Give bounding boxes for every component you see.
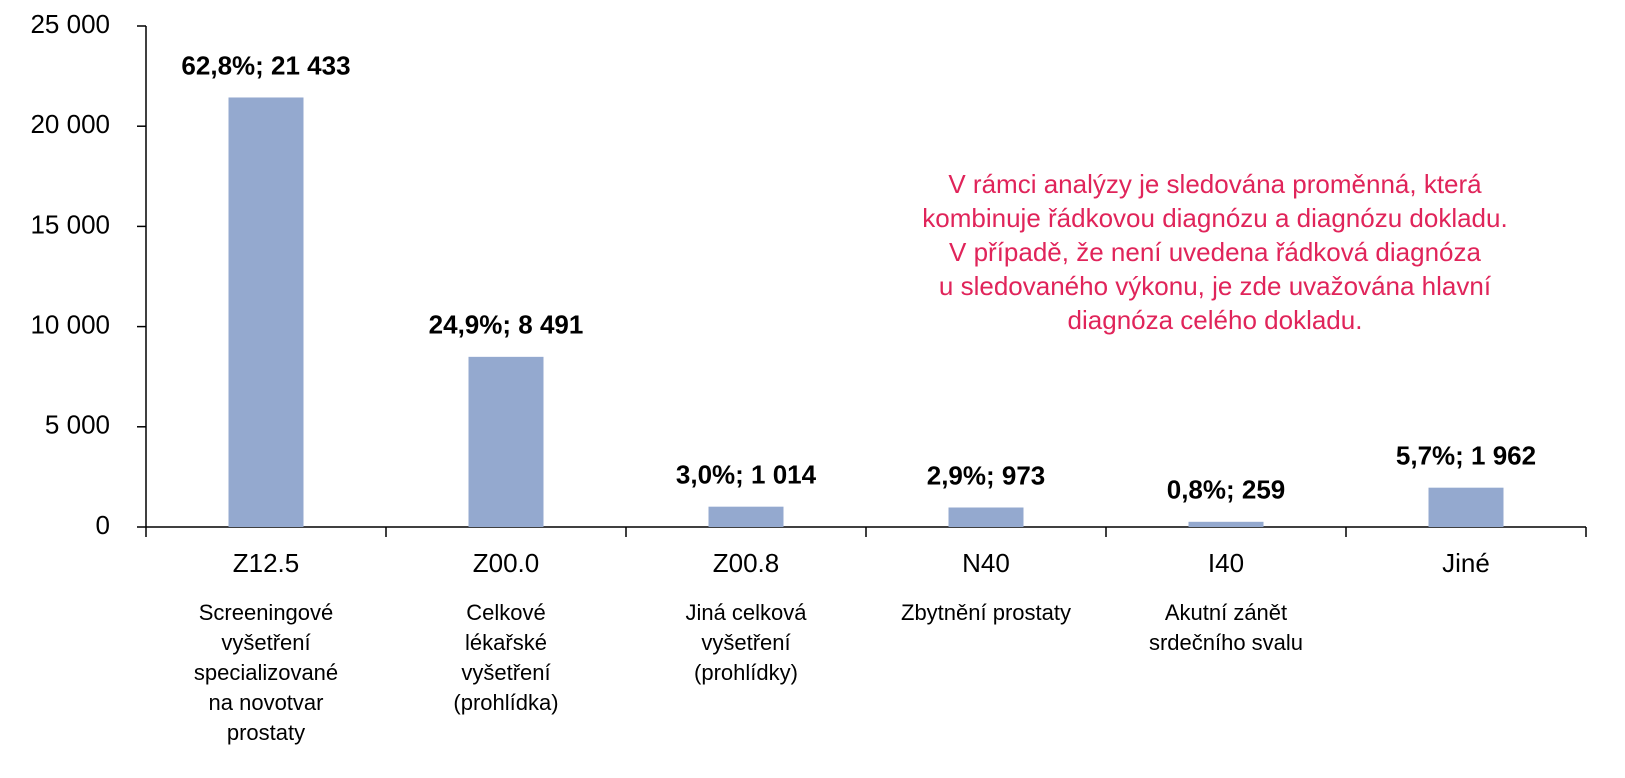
category-description: Screeningové <box>199 600 334 625</box>
annotation: V případě, že není uvedena řádková diagn… <box>949 237 1481 267</box>
annotation: kombinuje řádkovou diagnózu a diagnózu d… <box>922 203 1507 233</box>
x-tick-label: Z00.0 <box>473 548 540 578</box>
category-description: Zbytnění prostaty <box>901 600 1071 625</box>
annotation: V rámci analýzy je sledována proměnná, k… <box>948 169 1482 199</box>
category-description: vyšetření <box>221 630 310 655</box>
data-label: 0,8%; 259 <box>1167 475 1286 505</box>
x-tick-label: Z12.5 <box>233 548 300 578</box>
y-tick-label: 25 000 <box>30 9 110 39</box>
data-label: 24,9%; 8 491 <box>429 310 584 340</box>
bar <box>948 507 1024 527</box>
bar <box>228 97 304 528</box>
annotation: u sledovaného výkonu, je zde uvažována h… <box>939 271 1492 301</box>
category-description: na novotvar <box>209 690 324 715</box>
y-tick-label: 20 000 <box>30 109 110 139</box>
y-tick-label: 10 000 <box>30 309 110 339</box>
data-label: 3,0%; 1 014 <box>676 460 817 490</box>
category-description: vyšetření <box>461 660 550 685</box>
category-description: lékařské <box>465 630 547 655</box>
category-description: Celkové <box>466 600 545 625</box>
y-tick-label: 15 000 <box>30 209 110 239</box>
data-label: 62,8%; 21 433 <box>181 50 350 80</box>
category-description: Akutní zánět <box>1165 600 1287 625</box>
annotation: diagnóza celého dokladu. <box>1068 305 1363 335</box>
bar <box>1428 487 1504 527</box>
bar <box>1188 521 1264 527</box>
y-tick-label: 0 <box>96 510 110 540</box>
data-label: 5,7%; 1 962 <box>1396 441 1536 471</box>
x-tick-label: I40 <box>1208 548 1244 578</box>
bar <box>468 356 544 527</box>
x-tick-label: Jiné <box>1442 548 1490 578</box>
data-label: 2,9%; 973 <box>927 460 1046 490</box>
category-description: prostaty <box>227 720 305 745</box>
bar <box>708 506 784 527</box>
category-description: vyšetření <box>701 630 790 655</box>
category-description: srdečního svalu <box>1149 630 1303 655</box>
x-tick-label: Z00.8 <box>713 548 780 578</box>
category-description: specializované <box>194 660 338 685</box>
y-tick-label: 5 000 <box>45 410 110 440</box>
category-description: (prohlídka) <box>453 690 558 715</box>
category-description: (prohlídky) <box>694 660 798 685</box>
category-description: Jiná celková <box>685 600 807 625</box>
x-tick-label: N40 <box>962 548 1010 578</box>
